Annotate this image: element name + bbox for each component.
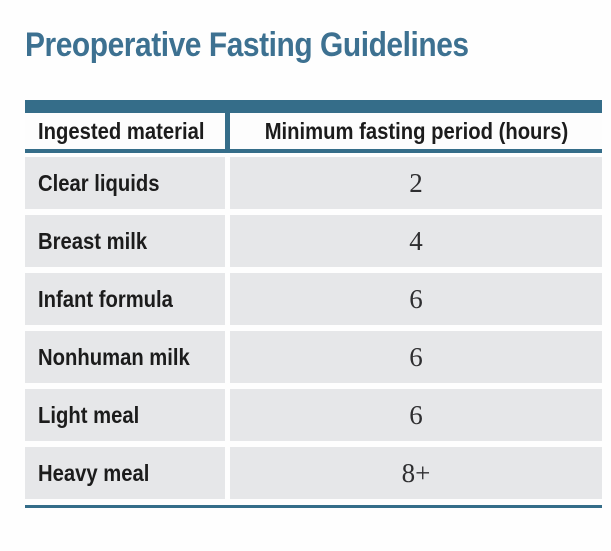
table-top-bar (25, 100, 602, 113)
cell-material: Infant formula (25, 273, 225, 325)
column-header-fasting-period: Minimum fasting period (hours) (264, 117, 568, 144)
cell-hours: 6 (230, 273, 602, 325)
table-header-row: Ingested material Minimum fasting period… (25, 113, 602, 153)
fasting-guidelines-table: Ingested material Minimum fasting period… (25, 100, 602, 508)
cell-hours: 6 (230, 389, 602, 441)
cell-material: Breast milk (25, 215, 225, 267)
page-title-text: Preoperative Fasting Guidelines (25, 26, 469, 64)
cell-hours: 8+ (230, 447, 602, 499)
cell-hours: 6 (230, 331, 602, 383)
column-header-ingested-material: Ingested material (38, 117, 205, 144)
table-body: Clear liquids 2 Breast milk 4 Infant for… (25, 153, 602, 499)
table-row-breast-milk: Breast milk 4 (25, 215, 602, 267)
header-column-divider (225, 113, 230, 149)
table-row-nonhuman-milk: Nonhuman milk 6 (25, 331, 602, 383)
cell-material: Nonhuman milk (25, 331, 225, 383)
table-row-light-meal: Light meal 6 (25, 389, 602, 441)
cell-hours: 4 (230, 215, 602, 267)
cell-material: Heavy meal (25, 447, 225, 499)
cell-hours: 2 (230, 157, 602, 209)
table-row-infant-formula: Infant formula 6 (25, 273, 602, 325)
table-bottom-rule (25, 505, 602, 508)
cell-material: Clear liquids (25, 157, 225, 209)
table-row-clear-liquids: Clear liquids 2 (25, 157, 602, 209)
cell-material: Light meal (25, 389, 225, 441)
page-title: Preoperative Fasting Guidelines (25, 26, 529, 65)
table-row-heavy-meal: Heavy meal 8+ (25, 447, 602, 499)
